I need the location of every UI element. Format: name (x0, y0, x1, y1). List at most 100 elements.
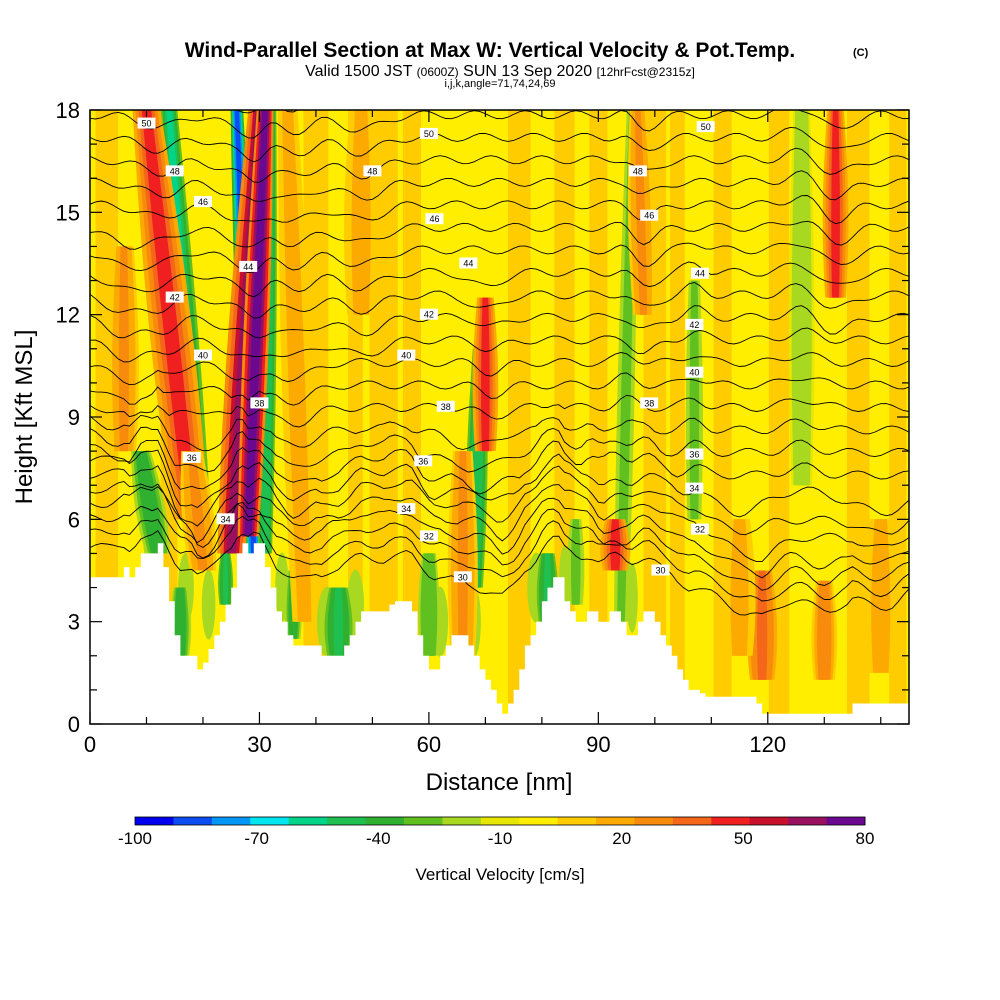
colorbar-tick-label: 20 (612, 829, 631, 848)
x-tick-label: 60 (417, 732, 441, 757)
theta-label-bg (685, 318, 704, 330)
theta-label-bg (194, 196, 212, 208)
theta-contour-labels: 50 48 46 44 42 40 38 36 34 50 48 46 44 42 40 38 36 34 32 30… (137, 117, 715, 583)
colorbar-swatch-16 (749, 817, 789, 825)
theta-label-4: 42 (165, 291, 184, 303)
theta-label-bg (419, 530, 438, 542)
theta-label-text: 30 (458, 572, 468, 582)
theta-label-bg (425, 213, 444, 225)
colorbar-frame (134, 816, 866, 826)
downdraft-4-band-3 (137, 451, 162, 554)
theta-contour-39 (90, 372, 909, 406)
theta-label-10: 48 (363, 165, 382, 177)
theta-contour-51 (90, 110, 909, 139)
theta-label-text: 34 (689, 484, 699, 494)
theta-label-26: 38 (640, 397, 659, 409)
theta-label-bg (453, 571, 472, 583)
theta-label-text: 42 (170, 293, 180, 303)
updraft-1-band-3 (244, 110, 268, 537)
theta-label-text: 48 (367, 166, 377, 176)
theta-label-text: 44 (695, 269, 705, 279)
theta-contour-33 (90, 465, 909, 536)
theta-label-0: 50 (137, 117, 156, 129)
theta-label-13: 42 (419, 308, 438, 320)
theta-label-11: 46 (425, 213, 444, 225)
theta-label-bg (685, 448, 704, 460)
y-tick-label: 9 (68, 405, 80, 430)
theta-label-bg (165, 165, 184, 177)
updraft-15-band-3 (875, 519, 887, 673)
theta-contour-36 (90, 426, 909, 473)
chart-subtitle: Valid 1500 JST (0600Z) SUN 13 Sep 2020 [… (305, 63, 695, 80)
downdraft-9-band-3 (797, 110, 806, 486)
colorbar-swatch-17 (788, 817, 828, 825)
y-axis-label: Height [Kft MSL] (11, 330, 38, 505)
theta-label-bg (685, 366, 704, 378)
colorbar-swatch-8 (442, 817, 482, 825)
theta-label-bg (363, 165, 382, 177)
colorbar-swatch-7 (403, 817, 443, 825)
updraft-7-band-3 (831, 110, 840, 298)
theta-label-12: 44 (459, 257, 478, 269)
theta-label-23: 44 (691, 267, 709, 279)
theta-contour-34 (90, 449, 909, 518)
field-column-4 (508, 110, 531, 724)
theta-label-25: 40 (685, 366, 704, 378)
theta-label-18: 32 (419, 530, 438, 542)
theta-contour-48 (90, 170, 909, 203)
x-tick-label: 120 (749, 732, 786, 757)
theta-label-text: 36 (418, 456, 428, 466)
field-low-patch-2 (201, 569, 216, 640)
theta-label-text: 42 (424, 310, 434, 320)
theta-contour-49 (90, 147, 909, 183)
x-tick-labels: 0 30 60 90 120 (84, 732, 786, 757)
theta-label-bg (419, 308, 438, 320)
y-tick-labels: 0 3 6 9 12 15 18 (56, 98, 80, 737)
theta-label-bg (436, 400, 455, 412)
chart-title: Wind-Parallel Section at Max W: Vertical… (185, 39, 796, 62)
theta-label-9: 50 (419, 127, 438, 139)
theta-label-bg (194, 349, 212, 361)
theta-contour-46 (90, 220, 909, 250)
downdraft-8-band-3 (691, 280, 698, 520)
colorbar-swatch-14 (672, 817, 712, 825)
theta-label-24: 42 (685, 318, 704, 330)
theta-label-6: 38 (250, 397, 269, 409)
theta-label-text: 32 (424, 531, 434, 541)
theta-contour-40 (90, 352, 909, 386)
y-tick-label: 0 (68, 712, 80, 737)
plot-area (90, 110, 909, 724)
theta-label-bg (651, 564, 670, 576)
theta-contour-47 (90, 195, 909, 225)
theta-label-bg (691, 523, 709, 535)
field-low-patch-10 (626, 562, 638, 633)
theta-label-bg (685, 482, 704, 494)
theta-label-3: 44 (239, 260, 258, 272)
theta-label-bg (216, 513, 235, 525)
theta-label-bg (397, 349, 416, 361)
colorbar-tick-label: 50 (734, 829, 753, 848)
downdraft-12-band-3 (223, 553, 229, 605)
chart-title-mark: (C) (853, 47, 869, 59)
x-tick-label: 0 (84, 732, 96, 757)
colorbar-swatch-9 (480, 817, 520, 825)
subtitle-valid: Valid 1500 JST (305, 63, 413, 80)
theta-label-21: 48 (628, 165, 647, 177)
theta-contour-28 (90, 530, 909, 616)
colorbar-swatch-15 (711, 817, 751, 825)
theta-label-text: 40 (401, 351, 411, 361)
info-line: i,j,k,angle=71,74,24,69 (444, 78, 555, 90)
theta-label-text: 44 (243, 262, 253, 272)
colorbar-tick-labels: -100 -70 -40 -10 20 50 80 (118, 829, 874, 848)
colorbar-tick-label: -100 (118, 829, 152, 848)
colorbar-swatch-12 (596, 817, 635, 825)
y-tick-label: 18 (56, 98, 80, 123)
theta-label-8: 34 (216, 513, 235, 525)
theta-label-bg (640, 397, 659, 409)
updraft-10-band-3 (118, 246, 129, 452)
theta-label-bg (691, 267, 709, 279)
colorbar-swatch-18 (826, 817, 866, 825)
theta-label-bg (239, 260, 258, 272)
colorbar-swatch-6 (365, 817, 405, 825)
